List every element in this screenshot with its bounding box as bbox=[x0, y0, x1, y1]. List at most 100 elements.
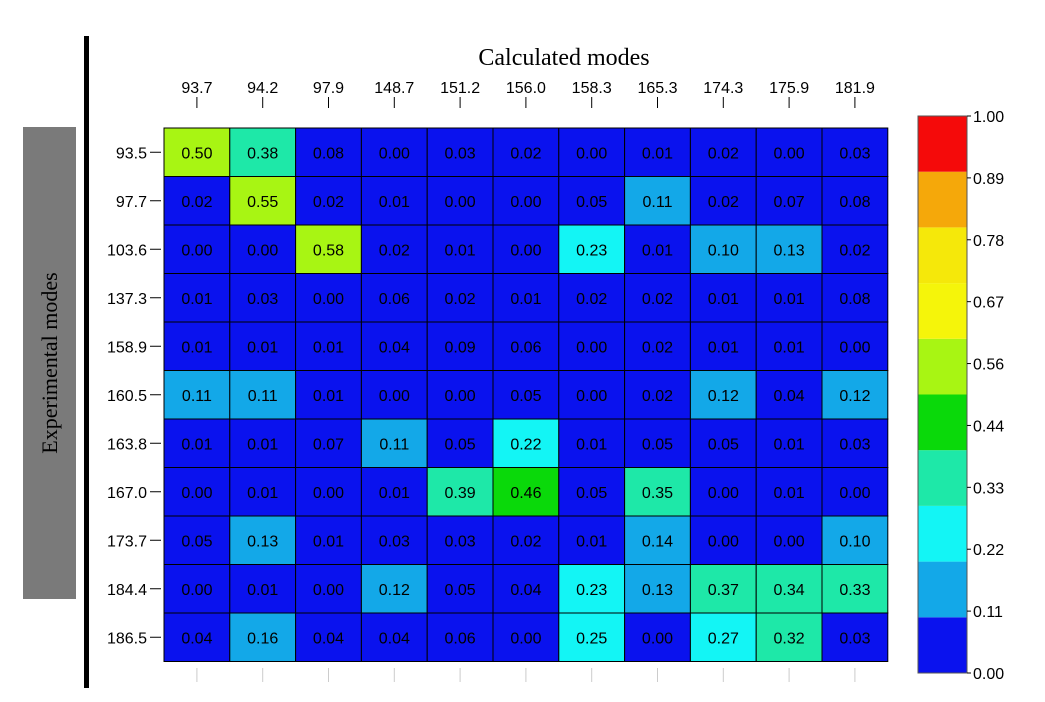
heatmap-cell bbox=[360, 224, 428, 274]
heatmap-cell bbox=[821, 467, 889, 517]
heatmap-cell bbox=[558, 515, 626, 565]
heatmap-cell bbox=[426, 321, 494, 371]
heatmap-cell bbox=[426, 467, 494, 517]
cell-value-label: 0.00 bbox=[642, 630, 673, 647]
cell-value-label: 0.03 bbox=[445, 145, 476, 162]
heatmap-cell bbox=[360, 321, 428, 371]
cell-value-label: 0.01 bbox=[708, 291, 739, 308]
cell-value-label: 0.10 bbox=[839, 533, 870, 550]
heatmap-cell bbox=[492, 321, 560, 371]
cell-value-label: 0.03 bbox=[247, 291, 278, 308]
y-tick-label: 163.8 bbox=[107, 436, 147, 453]
colorbar-tick-label: 1.00 bbox=[973, 109, 1004, 126]
cell-value-label: 0.00 bbox=[313, 291, 344, 308]
heatmap-cell bbox=[624, 370, 691, 420]
cell-value-label: 0.02 bbox=[708, 194, 739, 211]
heatmap-cell bbox=[426, 370, 494, 420]
x-tick-label: 97.9 bbox=[313, 80, 344, 97]
colorbar-border bbox=[917, 115, 968, 674]
heatmap-cell bbox=[624, 467, 691, 517]
cell-value-label: 0.04 bbox=[379, 339, 410, 356]
heatmap-cell bbox=[755, 564, 823, 614]
cell-value-label: 0.11 bbox=[643, 194, 673, 211]
heatmap-cell bbox=[360, 370, 428, 420]
heatmap-cell bbox=[492, 127, 560, 177]
cell-value-label: 0.05 bbox=[576, 485, 607, 502]
cell-value-label: 0.37 bbox=[708, 582, 739, 599]
cell-value-label: 0.00 bbox=[181, 485, 212, 502]
heatmap-cell bbox=[689, 321, 757, 371]
colorbar: 0.00 0.11 0.22 0.33 0.44 0.56 0.67 0.78 0.89 1.00 bbox=[917, 109, 1004, 683]
heatmap-cell bbox=[558, 418, 626, 468]
colorbar-tick-label: 0.33 bbox=[973, 480, 1004, 497]
heatmap-cell bbox=[624, 515, 691, 565]
cell-value-label: 0.08 bbox=[839, 291, 870, 308]
cell-value-label: 0.04 bbox=[379, 630, 410, 647]
cell-value-label: 0.00 bbox=[839, 485, 870, 502]
cell-value-label: 0.00 bbox=[181, 582, 212, 599]
cell-value-label: 0.01 bbox=[313, 533, 344, 550]
heatmap-cell bbox=[426, 515, 494, 565]
cell-value-label: 0.10 bbox=[708, 242, 739, 259]
cell-value-label: 0.14 bbox=[642, 533, 673, 550]
cell-value-label: 0.01 bbox=[510, 291, 541, 308]
y-tick-label: 97.7 bbox=[116, 194, 147, 211]
heatmap-cell bbox=[624, 176, 691, 226]
x-tick-label: 174.3 bbox=[703, 80, 743, 97]
heatmap-cell bbox=[295, 370, 362, 420]
cell-value-label: 0.03 bbox=[839, 630, 870, 647]
cell-value-label: 0.05 bbox=[642, 436, 673, 453]
cell-value-label: 0.12 bbox=[708, 388, 739, 405]
heatmap-cell bbox=[689, 612, 757, 662]
heatmap-cell bbox=[558, 612, 626, 662]
colorbar-segment bbox=[918, 561, 967, 618]
x-tick-label: 156.0 bbox=[506, 80, 546, 97]
colorbar-tick-label: 0.56 bbox=[973, 357, 1004, 374]
colorbar-segment bbox=[918, 338, 967, 395]
heatmap-cell bbox=[426, 564, 494, 614]
cell-value-label: 0.01 bbox=[247, 339, 278, 356]
heatmap-cell bbox=[821, 176, 889, 226]
cell-value-label: 0.00 bbox=[445, 194, 476, 211]
cell-value-label: 0.03 bbox=[839, 436, 870, 453]
heatmap-cell bbox=[360, 127, 428, 177]
y-tick-label: 167.0 bbox=[107, 485, 147, 502]
heatmap-cell bbox=[163, 564, 231, 614]
cell-value-label: 0.01 bbox=[247, 582, 278, 599]
heatmap-cell bbox=[360, 612, 428, 662]
heatmap-cell bbox=[426, 273, 494, 323]
cell-value-label: 0.02 bbox=[642, 339, 673, 356]
cell-value-label: 0.00 bbox=[576, 339, 607, 356]
heatmap-cell bbox=[295, 321, 362, 371]
heatmap-cell bbox=[229, 467, 297, 517]
heatmap-cell bbox=[558, 467, 626, 517]
heatmap-cell bbox=[295, 273, 362, 323]
cell-value-label: 0.00 bbox=[708, 533, 739, 550]
heatmap-cell bbox=[229, 370, 297, 420]
cell-value-label: 0.08 bbox=[839, 194, 870, 211]
cell-value-label: 0.02 bbox=[839, 242, 870, 259]
colorbar-segment bbox=[918, 617, 967, 673]
heatmap-cell bbox=[295, 224, 362, 274]
cell-value-label: 0.55 bbox=[247, 194, 278, 211]
cell-value-label: 0.03 bbox=[379, 533, 410, 550]
cell-value-label: 0.01 bbox=[247, 436, 278, 453]
cell-value-label: 0.00 bbox=[839, 339, 870, 356]
y-tick-label: 186.5 bbox=[107, 630, 147, 647]
cell-value-label: 0.02 bbox=[181, 194, 212, 211]
cell-value-label: 0.39 bbox=[445, 485, 476, 502]
heatmap-cell bbox=[163, 321, 231, 371]
cell-value-label: 0.16 bbox=[247, 630, 278, 647]
heatmap-cell bbox=[689, 273, 757, 323]
heatmap-cell bbox=[821, 564, 889, 614]
cell-value-label: 0.01 bbox=[181, 339, 212, 356]
colorbar-segment bbox=[918, 394, 967, 451]
cell-value-label: 0.27 bbox=[708, 630, 739, 647]
cell-value-label: 0.01 bbox=[445, 242, 476, 259]
colorbar-tick-label: 0.67 bbox=[973, 295, 1004, 312]
heatmap-cell bbox=[229, 564, 297, 614]
cell-value-label: 0.01 bbox=[576, 436, 607, 453]
heatmap-cell bbox=[360, 418, 428, 468]
heatmap-cell bbox=[755, 224, 823, 274]
heatmap-cell bbox=[229, 418, 297, 468]
